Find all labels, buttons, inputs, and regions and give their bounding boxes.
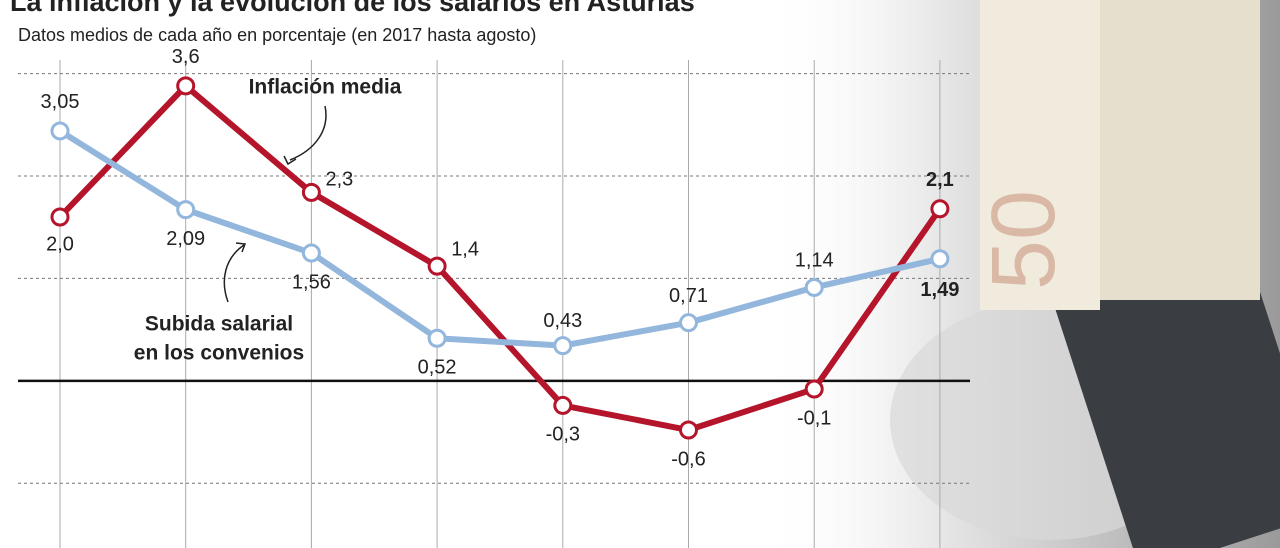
value-label: -0,1 [797, 407, 831, 429]
value-label: 3,05 [41, 91, 80, 113]
value-label: -0,6 [671, 448, 705, 470]
annotation-arrow [289, 105, 327, 161]
point [679, 420, 698, 440]
point [301, 243, 321, 263]
point [50, 207, 70, 227]
photo: 50 [760, 0, 1280, 548]
point [930, 249, 950, 269]
value-label: 2,09 [166, 228, 205, 250]
point [679, 313, 698, 333]
point [553, 336, 573, 356]
annotation-arrow [223, 244, 245, 303]
value-label: 1,49 [920, 279, 959, 301]
annotation: Inflación media [249, 76, 402, 99]
annotation-arrow [235, 242, 247, 253]
point [427, 256, 447, 276]
point [176, 200, 196, 220]
point [930, 199, 950, 219]
svg-text:50: 50 [974, 190, 1074, 290]
point [301, 182, 321, 202]
value-label: 0,43 [543, 310, 582, 332]
point [804, 277, 824, 297]
chart-subtitle: Datos medios de cada año en porcentaje (… [18, 25, 536, 45]
value-label: 2,1 [926, 169, 954, 191]
value-label: 0,52 [418, 357, 457, 379]
point [176, 76, 196, 96]
annotation-arrow [283, 155, 297, 166]
point [50, 121, 70, 141]
value-label: 1,56 [292, 271, 331, 293]
value-label: 2,0 [46, 233, 74, 255]
value-label: 0,71 [669, 285, 708, 307]
value-label: 3,6 [172, 46, 200, 68]
point [427, 328, 447, 348]
annotation: Subida salarial [145, 313, 293, 336]
point [804, 379, 824, 399]
value-label: -0,3 [546, 424, 580, 446]
series-line [57, 82, 943, 434]
chart-title: La inflación y la evolución de los salar… [10, 0, 695, 17]
value-label: 1,4 [451, 238, 479, 260]
annotation: en los convenios [134, 342, 304, 365]
point [553, 395, 573, 415]
value-label: 1,14 [795, 250, 834, 272]
value-label: 2,3 [325, 169, 353, 191]
series-line [58, 128, 941, 349]
